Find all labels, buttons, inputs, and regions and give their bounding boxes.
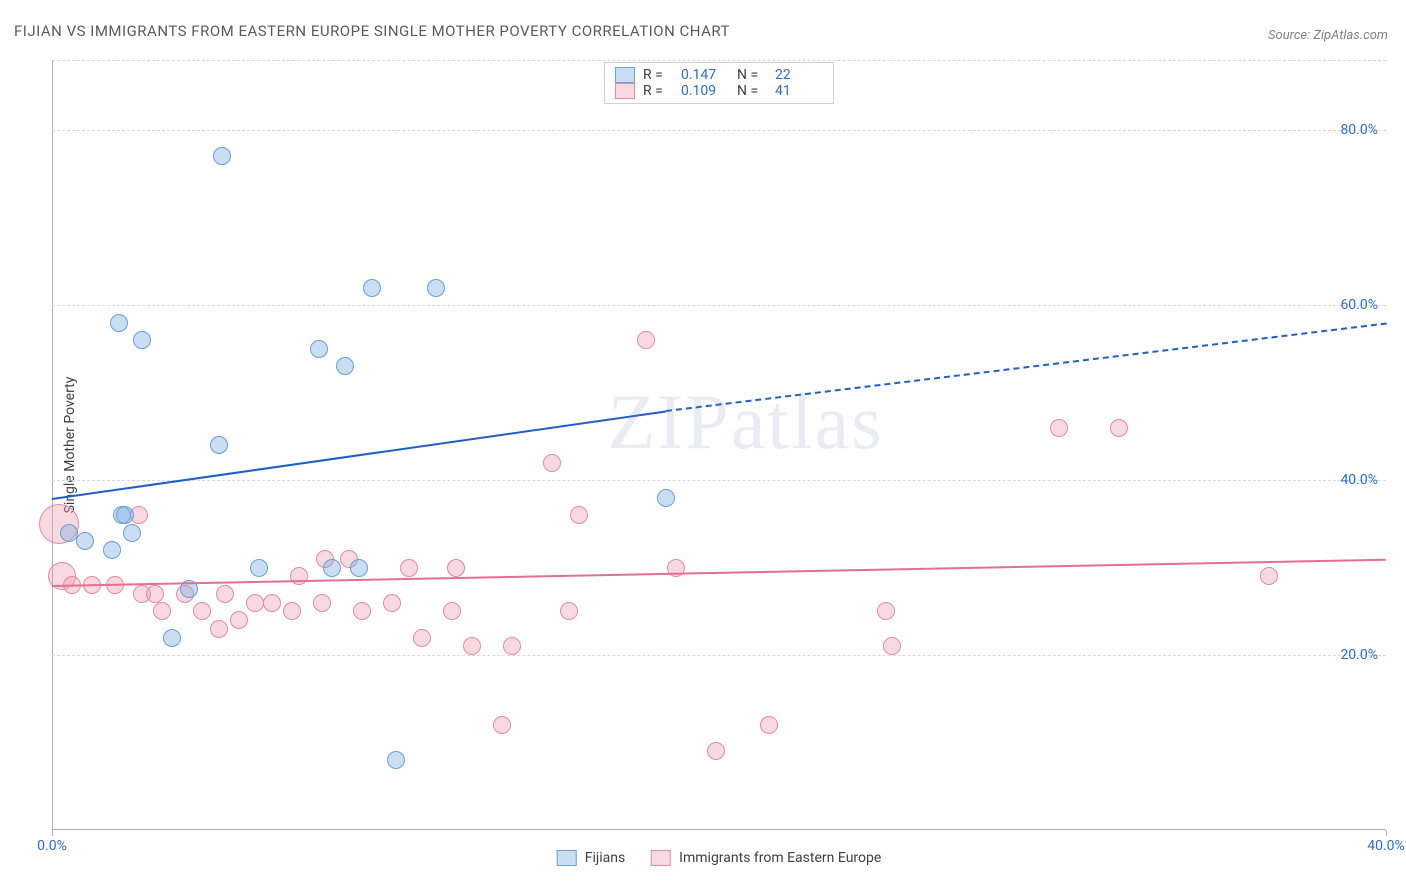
y-tick-label: 80.0% (1340, 122, 1378, 138)
series2-name: Immigrants from Eastern Europe (679, 850, 881, 866)
series2-point (560, 602, 578, 620)
series2-point (313, 594, 331, 612)
series2-point (760, 716, 778, 734)
n-label: N = (737, 83, 767, 99)
series1-point (123, 524, 141, 542)
n-value-series2: 41 (775, 83, 823, 99)
series2-point (400, 559, 418, 577)
series2-point (493, 716, 511, 734)
chart-title: FIJIAN VS IMMIGRANTS FROM EASTERN EUROPE… (14, 22, 730, 40)
series2-point (877, 602, 895, 620)
series1-point (163, 629, 181, 647)
y-axis (52, 60, 53, 830)
gridline (52, 60, 1386, 61)
series2-point (1110, 419, 1128, 437)
series2-point (263, 594, 281, 612)
series2-point (146, 585, 164, 603)
r-value-series2: 0.109 (681, 83, 729, 99)
r-value-series1: 0.147 (681, 67, 729, 83)
series2-point (883, 637, 901, 655)
r-label: R = (643, 83, 673, 99)
series2-point (210, 620, 228, 638)
series1-point (363, 279, 381, 297)
series2-point (246, 594, 264, 612)
series2-point (413, 629, 431, 647)
series1-point (657, 489, 675, 507)
series1-point (110, 314, 128, 332)
series1-trendline-extrapolated (666, 323, 1387, 412)
legend-item-series2: Immigrants from Eastern Europe (651, 850, 881, 866)
series1-name: Fijians (585, 850, 625, 866)
x-tick-label: 40.0% (1367, 838, 1405, 854)
series2-point (216, 585, 234, 603)
source-attribution: Source: ZipAtlas.com (1268, 28, 1388, 43)
correlation-legend: R = 0.147 N = 22 R = 0.109 N = 41 (604, 62, 834, 104)
legend-row-series2: R = 0.109 N = 41 (615, 83, 823, 99)
x-tick-label: 0.0% (37, 838, 67, 854)
series2-point (443, 602, 461, 620)
series1-point (116, 506, 134, 524)
swatch-series1 (615, 67, 635, 83)
series1-point (336, 357, 354, 375)
series2-point (447, 559, 465, 577)
series1-point (350, 559, 368, 577)
series2-point (193, 602, 211, 620)
series1-point (210, 436, 228, 454)
series2-point (503, 637, 521, 655)
series1-point (133, 331, 151, 349)
swatch-series2 (615, 83, 635, 99)
n-value-series1: 22 (775, 67, 823, 83)
swatch-series2 (651, 850, 671, 866)
gridline (52, 130, 1386, 131)
series1-point (213, 147, 231, 165)
series2-point (570, 506, 588, 524)
series1-point (427, 279, 445, 297)
plot-area: Single Mother Poverty ZIPatlas R = 0.147… (52, 60, 1386, 830)
series2-point (543, 454, 561, 472)
series2-point (637, 331, 655, 349)
y-tick-label: 40.0% (1340, 472, 1378, 488)
legend-item-series1: Fijians (557, 850, 625, 866)
series2-point (230, 611, 248, 629)
series2-point (290, 567, 308, 585)
legend-row-series1: R = 0.147 N = 22 (615, 67, 823, 83)
series1-point (310, 340, 328, 358)
series2-point (383, 594, 401, 612)
series2-point (463, 637, 481, 655)
series1-point (76, 532, 94, 550)
gridline (52, 655, 1386, 656)
series-legend: Fijians Immigrants from Eastern Europe (557, 850, 882, 866)
x-axis (52, 829, 1386, 830)
series2-point (353, 602, 371, 620)
series1-point (103, 541, 121, 559)
gridline (52, 305, 1386, 306)
y-tick-label: 20.0% (1340, 647, 1378, 663)
series2-point (1050, 419, 1068, 437)
y-axis-label: Single Mother Poverty (62, 377, 78, 514)
series2-point (707, 742, 725, 760)
series2-point (153, 602, 171, 620)
series1-trendline (52, 410, 666, 499)
series1-point (323, 559, 341, 577)
series1-point (387, 751, 405, 769)
series1-point (250, 559, 268, 577)
y-tick-label: 60.0% (1340, 297, 1378, 313)
gridline (52, 480, 1386, 481)
swatch-series1 (557, 850, 577, 866)
n-label: N = (737, 67, 767, 83)
axis-tick (1386, 830, 1387, 836)
series1-point (60, 524, 78, 542)
r-label: R = (643, 67, 673, 83)
axis-tick (52, 830, 53, 836)
series2-point (283, 602, 301, 620)
series2-point (1260, 567, 1278, 585)
